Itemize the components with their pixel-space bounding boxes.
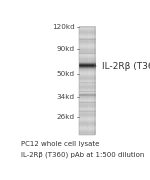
- Text: PC12 whole cell lysate: PC12 whole cell lysate: [21, 141, 99, 147]
- Text: 120kd: 120kd: [52, 24, 75, 30]
- Bar: [79, 27, 96, 135]
- Text: 50kd: 50kd: [56, 71, 75, 77]
- Text: 90kd: 90kd: [56, 46, 75, 52]
- Text: IL-2Rβ (T360) pAb at 1:500 dilution: IL-2Rβ (T360) pAb at 1:500 dilution: [21, 151, 144, 158]
- Text: 26kd: 26kd: [56, 114, 75, 120]
- Text: 34kd: 34kd: [56, 94, 75, 100]
- Text: IL-2Rβ (T360): IL-2Rβ (T360): [97, 62, 150, 71]
